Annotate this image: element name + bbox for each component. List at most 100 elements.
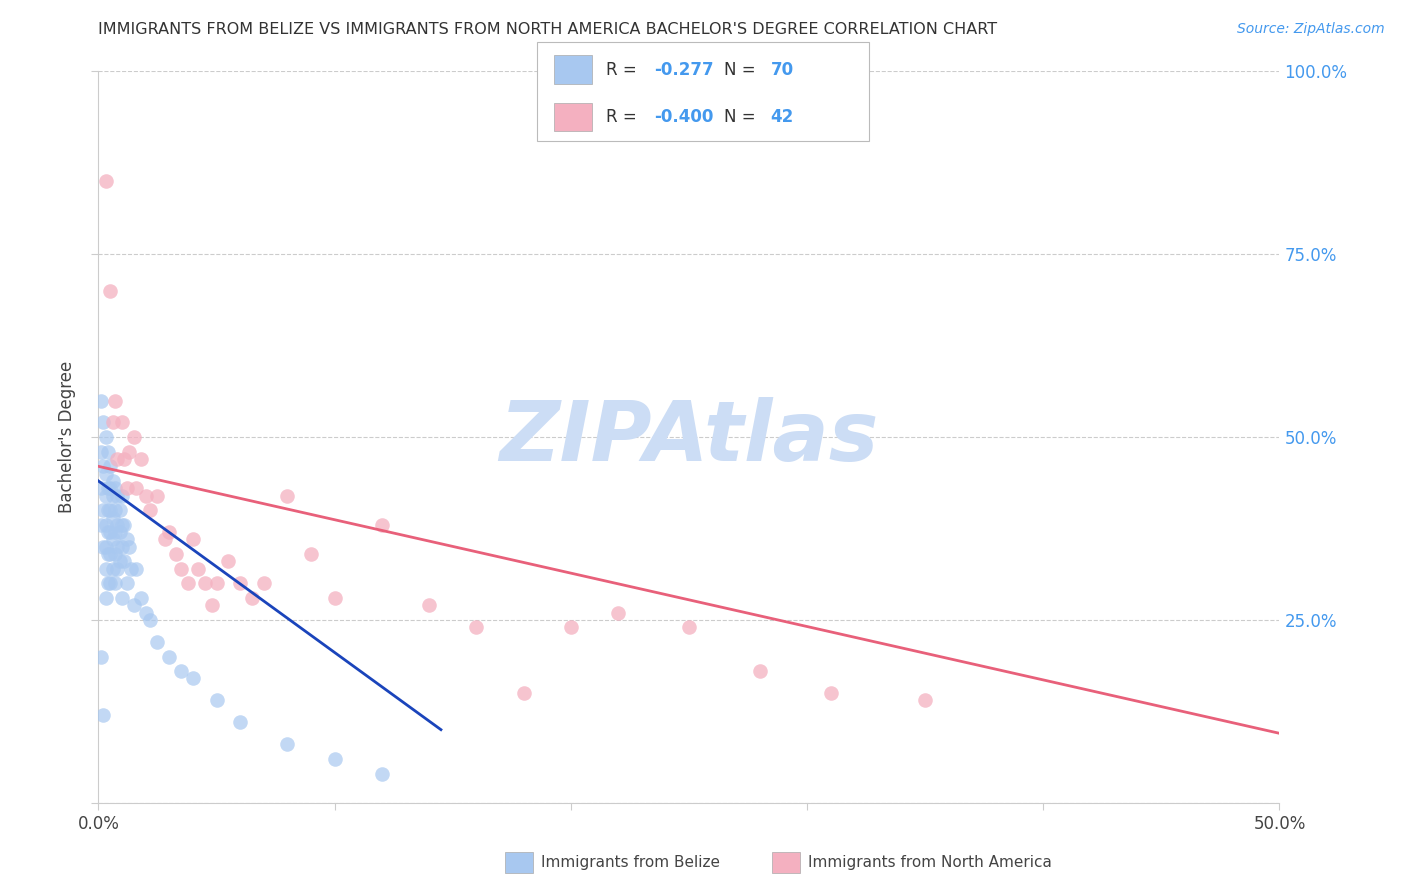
Point xyxy=(94,467,117,481)
Point xyxy=(97,503,120,517)
Point xyxy=(98,503,121,517)
Text: N =: N = xyxy=(724,61,761,78)
Point xyxy=(104,576,127,591)
Point xyxy=(91,708,114,723)
Point xyxy=(94,517,117,532)
Point xyxy=(104,481,127,495)
Point xyxy=(104,393,127,408)
Point xyxy=(91,416,114,430)
Point xyxy=(105,489,128,503)
Point xyxy=(115,481,138,495)
Point xyxy=(371,517,394,532)
Point xyxy=(118,540,141,554)
Point xyxy=(94,562,117,576)
Point xyxy=(512,686,534,700)
Point xyxy=(323,591,346,605)
Point xyxy=(157,525,180,540)
Point xyxy=(108,554,131,568)
Point xyxy=(111,540,134,554)
Point xyxy=(101,416,124,430)
Point xyxy=(101,533,124,547)
Point xyxy=(217,554,239,568)
Text: -0.277: -0.277 xyxy=(654,61,713,78)
Point xyxy=(91,459,114,474)
Text: 42: 42 xyxy=(770,108,794,126)
Point xyxy=(112,554,135,568)
Point xyxy=(90,649,112,664)
Point xyxy=(820,686,842,700)
Point xyxy=(122,599,145,613)
Point xyxy=(98,576,121,591)
Point xyxy=(418,599,440,613)
Point xyxy=(98,525,121,540)
Point xyxy=(104,547,127,561)
Point xyxy=(104,503,127,517)
Point xyxy=(111,489,134,503)
Point xyxy=(94,540,117,554)
Text: R =: R = xyxy=(606,61,643,78)
Point xyxy=(276,737,298,751)
Point xyxy=(276,489,298,503)
Text: -0.400: -0.400 xyxy=(654,108,713,126)
Point xyxy=(129,452,152,467)
Point xyxy=(177,576,200,591)
Point xyxy=(240,591,263,605)
Point xyxy=(748,664,770,678)
Point xyxy=(112,517,135,532)
Point xyxy=(181,533,204,547)
Point xyxy=(94,591,117,605)
Point xyxy=(465,620,488,634)
Point xyxy=(98,481,121,495)
Point xyxy=(94,430,117,444)
Point xyxy=(111,416,134,430)
Text: IMMIGRANTS FROM BELIZE VS IMMIGRANTS FROM NORTH AMERICA BACHELOR'S DEGREE CORREL: IMMIGRANTS FROM BELIZE VS IMMIGRANTS FRO… xyxy=(98,22,997,37)
Point xyxy=(121,562,143,576)
Point xyxy=(205,576,228,591)
Point xyxy=(146,489,169,503)
Point xyxy=(170,664,193,678)
Point xyxy=(108,525,131,540)
Point xyxy=(165,547,187,561)
Text: ZIPAtlas: ZIPAtlas xyxy=(499,397,879,477)
Point xyxy=(97,444,120,458)
Point xyxy=(90,481,112,495)
Point xyxy=(205,693,228,707)
Point xyxy=(115,576,138,591)
Point xyxy=(299,547,322,561)
Point xyxy=(94,489,117,503)
Point xyxy=(105,452,128,467)
Text: Immigrants from Belize: Immigrants from Belize xyxy=(541,855,720,870)
Point xyxy=(170,562,193,576)
Point xyxy=(101,489,124,503)
Point xyxy=(157,649,180,664)
Point xyxy=(153,533,176,547)
Point xyxy=(194,576,217,591)
Point xyxy=(914,693,936,707)
Point xyxy=(229,576,252,591)
Point xyxy=(104,525,127,540)
Point xyxy=(108,503,131,517)
Point xyxy=(253,576,276,591)
Text: Source: ZipAtlas.com: Source: ZipAtlas.com xyxy=(1237,22,1385,37)
Point xyxy=(90,393,112,408)
Point xyxy=(139,613,162,627)
Point xyxy=(139,503,162,517)
Point xyxy=(229,715,252,730)
Point xyxy=(129,591,152,605)
Point xyxy=(122,430,145,444)
Point xyxy=(115,533,138,547)
Point xyxy=(560,620,582,634)
Y-axis label: Bachelor's Degree: Bachelor's Degree xyxy=(58,361,76,513)
Point xyxy=(371,766,394,780)
Point xyxy=(105,540,128,554)
Text: R =: R = xyxy=(606,108,643,126)
Point xyxy=(607,606,630,620)
Point xyxy=(94,174,117,188)
Point xyxy=(678,620,700,634)
Point xyxy=(105,562,128,576)
Point xyxy=(323,752,346,766)
Point xyxy=(125,562,148,576)
Point xyxy=(111,517,134,532)
Point xyxy=(97,481,120,495)
Point xyxy=(181,672,204,686)
